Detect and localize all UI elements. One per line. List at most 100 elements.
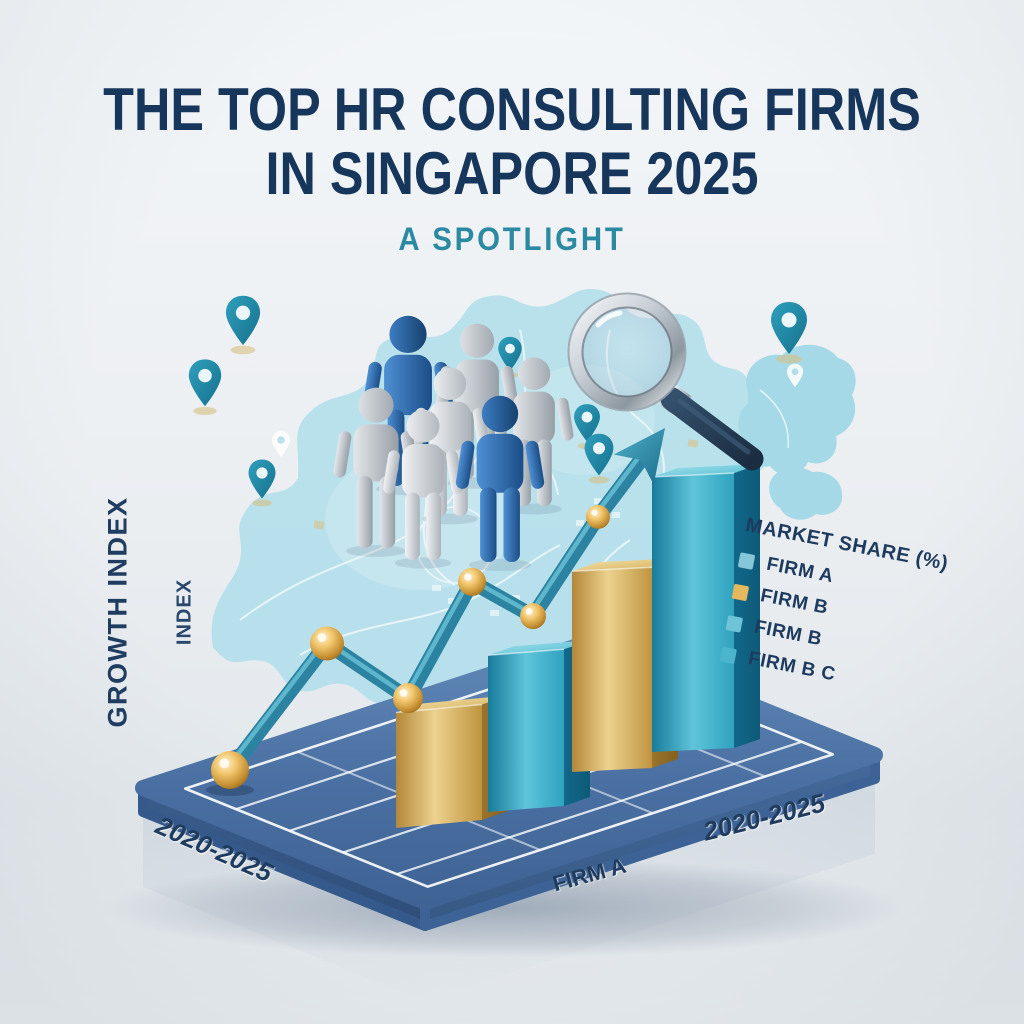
arrowhead-icon — [613, 428, 665, 485]
pin-hole — [791, 368, 799, 376]
pin-body — [225, 295, 261, 346]
node-shadow — [206, 784, 254, 796]
gold-node — [458, 567, 486, 596]
location-pin-icon — [225, 295, 261, 346]
gold-node-glint — [317, 633, 327, 642]
person-torso — [476, 433, 524, 493]
gold-node-glint — [399, 689, 408, 697]
bar-front — [396, 704, 482, 828]
pin-shadow — [193, 406, 217, 416]
person-shadow — [506, 503, 562, 515]
person-torso — [513, 391, 555, 445]
person-shadow — [394, 557, 452, 569]
bar-top — [652, 464, 760, 477]
location-pin-icon — [771, 302, 807, 354]
person-leg — [537, 439, 552, 506]
person-shadow — [468, 558, 532, 572]
person-leg — [356, 476, 373, 548]
person-torso — [429, 401, 471, 455]
gold-node-glint — [525, 608, 533, 615]
legend-swatch-icon — [731, 583, 750, 601]
person-arm — [333, 431, 352, 478]
person-leg — [404, 492, 420, 560]
person-shadow — [345, 545, 407, 557]
page-title-line2: IN SINGAPORE 2025 — [265, 139, 759, 207]
page-subtitle: A SPOTLIGHT — [398, 221, 626, 258]
header: THE TOP HR CONSULTING FIRMS IN SINGAPORE… — [0, 78, 1024, 258]
person-leg — [503, 487, 520, 562]
person-head — [459, 323, 495, 358]
legend-swatch-icon — [737, 551, 756, 570]
person-head — [389, 315, 427, 354]
legend-item-label: FIRM A — [764, 553, 836, 588]
location-pin-icon — [584, 433, 614, 476]
person-head — [481, 395, 519, 433]
legend-item-label: FIRM B C — [746, 647, 838, 686]
floor-reflection — [143, 812, 425, 1001]
pin-body — [498, 336, 522, 371]
pin-body — [584, 433, 614, 476]
location-pin-icon — [248, 459, 276, 499]
person-leg — [426, 492, 442, 560]
person-arm — [525, 440, 545, 489]
legend-item-label: FIRM B — [752, 616, 824, 651]
pin-shadow — [588, 476, 610, 484]
gold-node — [586, 504, 610, 529]
person-arm — [383, 450, 400, 494]
pin-body — [574, 404, 600, 442]
bar-top-edge — [571, 566, 653, 572]
person-arm — [455, 440, 475, 489]
location-pin-icon — [188, 359, 222, 407]
magnifying-glass-icon — [567, 292, 764, 471]
map-fragment — [769, 467, 843, 520]
gold-node — [520, 603, 546, 630]
person-leg — [480, 487, 497, 562]
person-figure-blue — [455, 395, 545, 562]
pin-hole — [593, 442, 605, 455]
bar-top — [572, 558, 678, 572]
location-pin-icon — [574, 404, 600, 442]
floor-reflection — [425, 779, 875, 1001]
pin-body — [771, 302, 807, 354]
pin-shadow — [230, 345, 256, 355]
pin-body — [248, 459, 276, 499]
location-pin-outline-icon — [786, 363, 804, 388]
y-axis-label: GROWTH INDEX — [102, 496, 133, 728]
person-head — [433, 367, 467, 401]
gold-node — [211, 751, 249, 789]
person-head — [406, 409, 440, 443]
bar-top-edge — [651, 472, 735, 478]
bar-front — [572, 567, 652, 772]
person-head — [517, 357, 551, 391]
legend-swatch-icon — [719, 646, 738, 664]
pin-hole — [256, 467, 268, 479]
bar-front — [652, 473, 734, 752]
bar-top — [396, 695, 508, 713]
location-pin-icon — [498, 336, 522, 371]
person-leg — [379, 476, 396, 548]
pin-shadow — [776, 354, 802, 364]
person-head — [358, 387, 394, 423]
map-east-island — [738, 344, 856, 476]
growth-line-with-arrow — [206, 428, 665, 796]
gold-node-glint — [219, 758, 230, 769]
pin-body — [188, 359, 222, 407]
page-title-line1: THE TOP HR CONSULTING FIRMS — [103, 76, 921, 143]
bar-front — [488, 649, 564, 812]
person-torso — [384, 354, 432, 416]
person-torso — [401, 444, 445, 498]
pin-body — [272, 431, 290, 457]
pin-hole — [781, 312, 797, 328]
gold-node-glint — [591, 509, 598, 516]
person-arm — [556, 397, 574, 441]
bar-top-edge — [487, 648, 565, 656]
bar-teal — [651, 464, 760, 752]
pin-hole — [581, 411, 593, 423]
gold-node — [310, 626, 344, 661]
bar-chart-3d — [395, 464, 760, 828]
bar-side — [734, 464, 760, 748]
bar-top — [488, 640, 590, 656]
pin-hole — [277, 436, 285, 444]
